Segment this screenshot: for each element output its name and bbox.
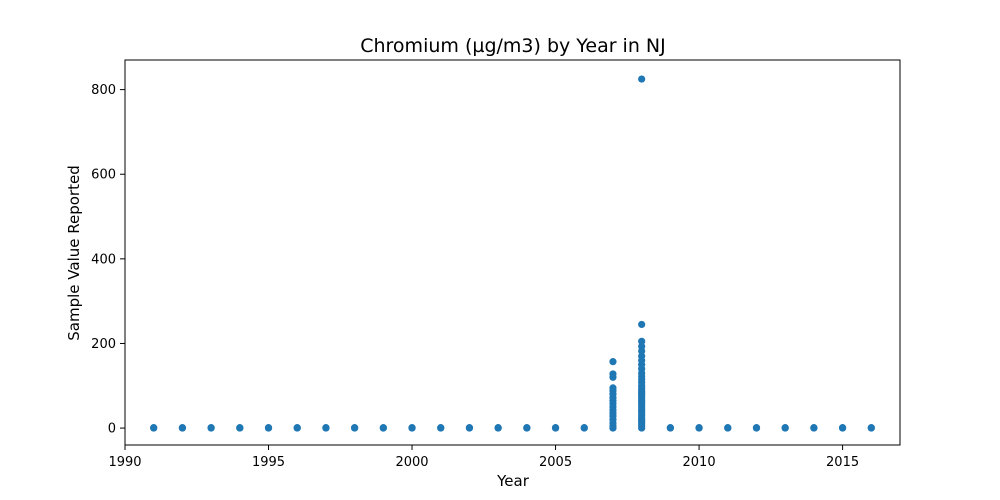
y-tick-label: 600: [91, 168, 116, 183]
data-point: [437, 424, 445, 432]
data-point: [752, 424, 761, 432]
data-point: [465, 424, 474, 432]
data-point: [638, 337, 646, 345]
y-tick-label: 200: [91, 337, 116, 352]
y-tick-label: 800: [91, 83, 116, 98]
data-point: [580, 424, 588, 432]
data-point: [609, 358, 617, 366]
x-tick-label: 2015: [826, 455, 859, 470]
data-point: [551, 424, 560, 432]
x-axis-label: Year: [496, 472, 530, 490]
data-point: [638, 75, 646, 83]
y-tick-label: 0: [108, 422, 116, 437]
x-tick-label: 1995: [252, 455, 285, 470]
data-point: [638, 342, 646, 351]
data-point: [810, 424, 818, 432]
data-point: [838, 424, 847, 432]
y-tick-label: 400: [91, 252, 116, 267]
data-point: [781, 424, 789, 432]
data-point: [150, 424, 158, 432]
chart-title: Chromium (µg/m3) by Year in NJ: [360, 35, 666, 57]
data-point: [494, 424, 502, 432]
data-point: [178, 424, 187, 432]
data-point: [867, 424, 875, 432]
data-points: [150, 75, 875, 432]
data-point: [609, 384, 617, 392]
x-tick-label: 2010: [683, 455, 716, 470]
x-axis-ticks: 1990 1995 2000 2005 2010 2015: [108, 445, 859, 470]
data-point: [322, 424, 330, 432]
data-point: [264, 424, 273, 432]
data-point: [695, 424, 703, 432]
data-point: [523, 424, 531, 432]
data-point: [609, 370, 617, 378]
plot-frame: [124, 59, 901, 446]
data-point: [638, 320, 646, 329]
data-point: [351, 424, 359, 432]
x-tick-label: 2000: [395, 455, 428, 470]
data-point: [408, 424, 416, 432]
y-axis-ticks: 0 200 400 600 800: [91, 83, 125, 437]
data-point: [236, 424, 244, 432]
data-point: [666, 424, 674, 432]
data-point: [724, 424, 732, 432]
data-point: [638, 352, 646, 360]
data-point: [207, 424, 215, 432]
x-tick-label: 1990: [108, 455, 141, 470]
x-tick-label: 2005: [539, 455, 572, 470]
data-point: [293, 424, 301, 432]
data-point: [379, 424, 387, 432]
y-axis-label: Sample Value Reported: [65, 165, 83, 340]
